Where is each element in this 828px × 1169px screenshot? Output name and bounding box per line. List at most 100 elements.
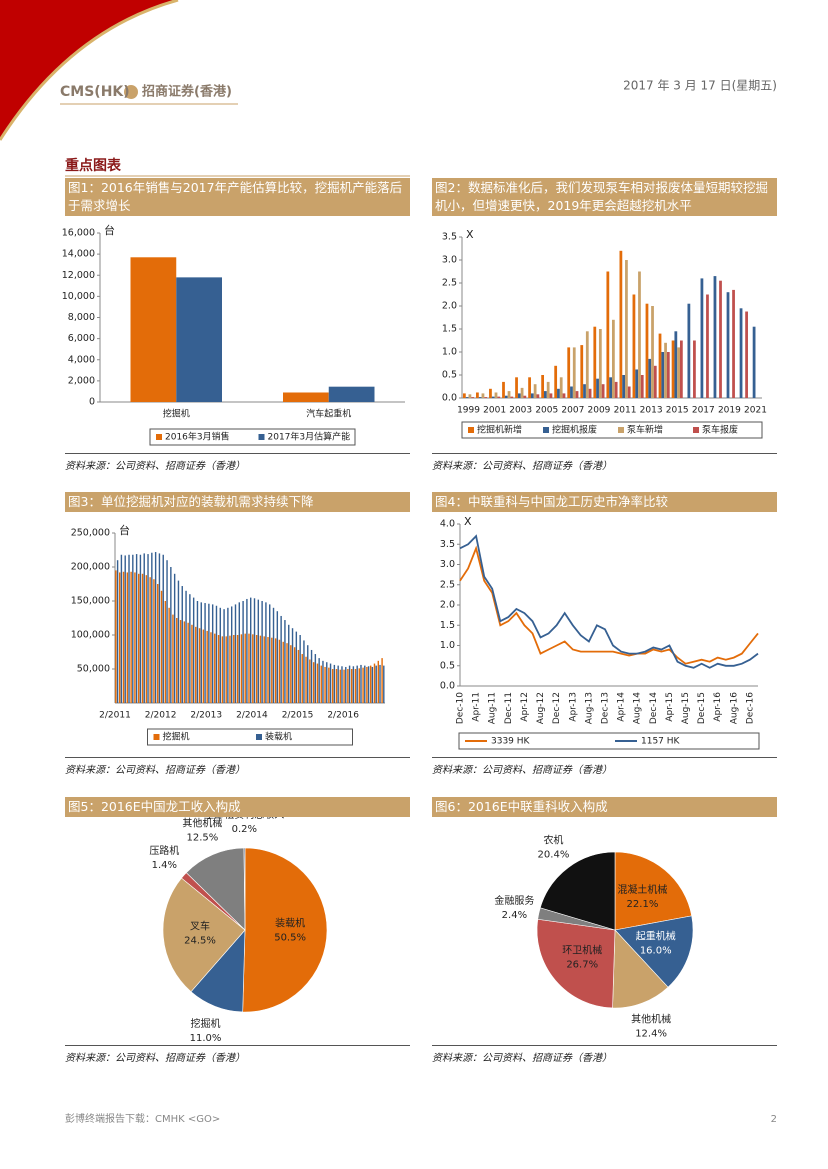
x-tick-label: Aug-12 [536, 692, 546, 724]
pie-slice [536, 918, 616, 1009]
bar [326, 662, 328, 703]
bar [343, 669, 345, 703]
y-tick-label: 2,000 [68, 375, 95, 386]
bar [283, 392, 329, 402]
bar [130, 257, 177, 402]
y-unit: X [464, 515, 472, 528]
bar [339, 669, 341, 703]
y-tick-label: 1.0 [442, 347, 457, 358]
legend-label: 泵车报废 [702, 424, 738, 436]
x-tick-label: Apr-11 [472, 692, 482, 722]
bar [225, 636, 227, 703]
bar [367, 666, 370, 703]
bar [138, 573, 140, 703]
y-unit: X [466, 228, 474, 241]
bar [687, 303, 691, 398]
bar [674, 331, 678, 398]
bar [583, 384, 586, 398]
bar [625, 260, 628, 398]
bar [234, 604, 237, 703]
y-tick-label: 3.0 [442, 255, 457, 266]
bar [149, 577, 151, 703]
y-tick-label: 4.0 [440, 519, 455, 530]
y-tick-label: 200,000 [71, 562, 110, 573]
bar [612, 319, 615, 398]
bar [541, 375, 545, 398]
legend-box [461, 421, 763, 439]
bar [497, 396, 501, 398]
bar [211, 604, 214, 703]
bar [739, 308, 743, 398]
bar [546, 381, 550, 398]
bar [614, 381, 618, 398]
bar [214, 633, 216, 703]
bar [489, 388, 492, 398]
bar [242, 601, 244, 703]
bar [176, 277, 222, 402]
bar [557, 388, 560, 398]
bar [166, 560, 168, 703]
bar [147, 554, 149, 703]
x-tick-label: Dec-13 [600, 692, 610, 724]
legend-label: 挖掘机 [163, 731, 190, 743]
bar [465, 397, 469, 398]
bar [176, 618, 178, 703]
figure-source: 资料来源：公司资料、招商证券（香港） [65, 757, 410, 776]
bar [666, 352, 670, 398]
bar [124, 555, 126, 703]
bar [189, 594, 191, 703]
x-tick-label: Dec-16 [745, 692, 755, 724]
bar [352, 666, 355, 703]
bar [645, 303, 649, 398]
legend-swatch [153, 734, 160, 740]
bar [233, 635, 235, 703]
bar [267, 637, 269, 703]
date: 2017 年 3 月 17 日(星期五) [623, 79, 777, 93]
bar [269, 604, 271, 703]
pie-label: 起重机械 [636, 930, 676, 943]
bar [208, 603, 210, 703]
bar [606, 271, 610, 398]
pie-value-label: 50.5% [274, 933, 306, 944]
bar [364, 665, 366, 703]
y-tick-label: 1.5 [442, 324, 457, 335]
bar [135, 554, 138, 703]
section-title: 重点图表 [65, 157, 122, 174]
bar [350, 669, 353, 703]
bar [502, 381, 505, 398]
bar [679, 340, 683, 398]
pie-value-label: 24.5% [184, 936, 216, 947]
x-tick-label: 2/2013 [190, 711, 222, 721]
x-tick-label: 汽车起重机 [306, 408, 351, 420]
bar [316, 663, 319, 703]
bar [284, 620, 286, 703]
bar [567, 347, 571, 398]
bar [329, 663, 332, 703]
bar [726, 292, 730, 398]
bar [507, 391, 511, 398]
bar [658, 333, 662, 398]
bar [227, 607, 229, 703]
y-tick-label: 3.5 [442, 232, 457, 243]
y-tick-label: 2.5 [440, 579, 455, 590]
bar [160, 590, 163, 703]
bar [627, 386, 631, 398]
bar [596, 378, 599, 398]
bar [301, 654, 303, 703]
bar [116, 560, 119, 703]
bar [210, 632, 212, 703]
pie-label: 装载机 [275, 917, 305, 930]
y-unit: 台 [104, 223, 115, 237]
bar [280, 615, 282, 703]
y-tick-label: 1.5 [440, 620, 455, 631]
bar [215, 605, 218, 703]
legend-label: 1157 HK [641, 737, 681, 747]
bar [510, 396, 514, 398]
pie-slice [162, 877, 246, 993]
bar [575, 391, 579, 398]
bar [598, 329, 602, 398]
y-tick-label: 250,000 [71, 528, 110, 539]
bar [168, 607, 170, 703]
bar [122, 571, 125, 703]
x-tick-label: Aug-13 [584, 692, 594, 724]
